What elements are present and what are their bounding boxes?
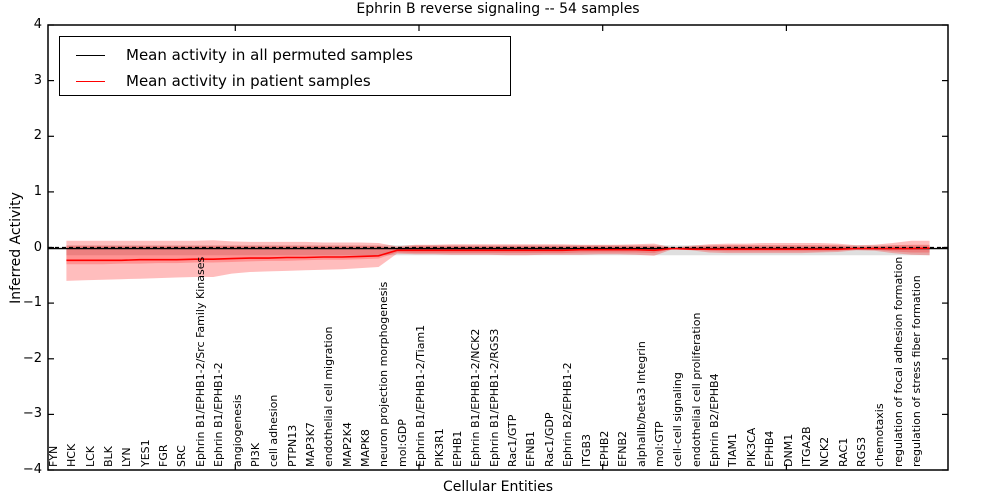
x-tick-label: EFNB1 [524,430,538,467]
x-tick-label: neuron projection morphogenesis [377,281,391,467]
x-tick-label: cell adhesion [267,394,281,467]
x-tick-label: EPHB2 [597,430,611,467]
x-tick-label: chemotaxis [873,403,887,467]
x-tick-label: MAP2K4 [340,422,354,467]
x-tick-label: Ephrin B2/EPHB1-2 [561,362,575,467]
chart-title: Ephrin B reverse signaling -- 54 samples [356,1,640,17]
x-tick-label: NCK2 [818,436,832,467]
x-tick-label: SRC [175,445,189,467]
legend-label-patient: Mean activity in patient samples [126,72,371,90]
x-tick-label: Ephrin B1/EPHB1-2/Tiam1 [414,324,428,467]
x-tick-label: Ephrin B1/EPHB1-2/Src Family Kinases [193,256,207,467]
x-tick-label: BLK [101,446,115,467]
x-tick-label: Rac1/GTP [506,414,520,467]
x-tick-label: HCK [65,443,79,467]
x-tick-label: ITGA2B [799,426,813,467]
permuted-line-sample [76,54,105,56]
x-tick-label: FYN [46,445,60,467]
x-tick-label: EPHB4 [763,430,777,467]
x-tick-label: endothelial cell proliferation [689,312,703,467]
y-tick-label: 1 [33,183,42,199]
patient-samples-spread-outer-band [66,240,930,281]
x-axis-label: Cellular Entities [442,479,554,495]
x-tick-label: Ephrin B1/EPHB1-2 [212,362,226,467]
x-tick-label: regulation of focal adhesion formation [891,256,905,467]
x-tick-label: PIK3R1 [432,428,446,467]
legend: Mean activity in all permuted samples Me… [59,36,511,96]
y-tick-label: −1 [22,295,42,311]
x-tick-label: MAPK8 [359,429,373,467]
legend-label-permuted: Mean activity in all permuted samples [126,46,413,64]
x-tick-label: LCK [83,445,97,467]
x-tick-label: PI3K [248,442,262,467]
x-tick-label: mol:GDP [395,419,409,467]
x-tick-label: PTPN13 [285,424,299,467]
x-tick-label: EFNB2 [616,430,630,467]
y-tick-label: 0 [33,239,42,255]
legend-item-patient: Mean activity in patient samples [60,69,510,93]
x-tick-label: cell-cell signaling [671,372,685,467]
patient-line-sample [76,80,105,82]
x-tick-label: YES1 [138,439,152,467]
x-tick-label: Ephrin B1/EPHB1-2/NCK2 [469,328,483,467]
x-tick-label: PIK3CA [744,427,758,467]
x-tick-label: EPHB1 [450,430,464,467]
x-tick-label: MAP3K7 [304,422,317,467]
y-tick-label: −3 [22,406,42,422]
x-tick-label: ITGB3 [579,433,593,467]
x-tick-label: TIAM1 [726,433,740,467]
x-tick-label: RAC1 [836,437,850,467]
y-tick-label: −2 [22,350,42,366]
x-tick-label: angiogenesis [230,394,244,468]
x-tick-label: regulation of stress fiber formation [910,275,924,467]
patient-mean-line [66,247,930,262]
x-tick-label: RGS3 [855,436,869,467]
x-tick-label: FGR [157,444,171,468]
x-tick-label: Rac1/GDP [542,412,556,467]
y-tick-label: 3 [33,72,42,88]
y-tick-label: 4 [33,17,42,32]
x-tick-label: LYN [120,447,134,467]
x-tick-label: Ephrin B1/EPHB1-2/RGS3 [487,328,501,467]
x-tick-label: endothelial cell migration [322,326,336,467]
x-tick-label: mol:GTP [652,421,666,467]
legend-item-permuted: Mean activity in all permuted samples [60,43,510,67]
x-tick-label: Ephrin B2/EPHB4 [708,373,722,467]
x-tick-label: alphaIIb/beta3 Integrin [634,341,648,467]
y-tick-label: 2 [33,128,42,144]
y-tick-label: −4 [22,462,42,477]
x-tick-label: DNM1 [781,433,795,467]
